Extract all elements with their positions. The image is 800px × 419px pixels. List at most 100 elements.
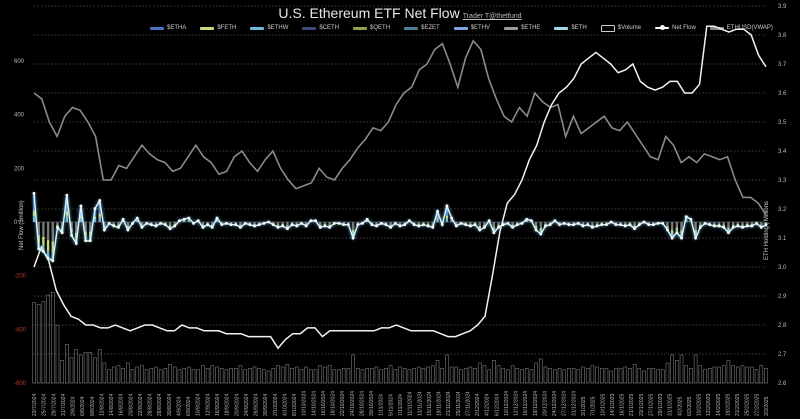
flow-bar-segment [384,222,388,224]
y2-tick-label: 3.1 [778,236,787,242]
volume-bar [187,366,191,384]
x-tick-label: 7/11/2024 [398,394,404,416]
y-tick-label: -200 [14,274,27,280]
net-flow-point [515,223,519,227]
volume-bar [726,360,731,384]
net-flow-point [628,223,632,227]
volume-bar [74,349,79,384]
net-flow-point [163,223,167,227]
credit-link[interactable]: Trader T@thetfund [462,13,522,20]
legend-item-qeth[interactable]: $QETH [353,25,390,31]
flow-bar-segment [746,222,749,225]
x-tick-label: 16/1/2025 [620,394,626,416]
net-flow-point [445,204,449,208]
volume-bar [609,370,613,384]
volume-bar [144,369,149,384]
net-flow-point [759,225,763,229]
flow-bar [436,211,439,222]
legend-item-ezet[interactable]: $EZET [404,25,440,31]
net-flow-point [253,224,256,228]
x-tick-label: 20/9/2024 [234,394,240,416]
volume-bar [32,302,36,384]
volume-bar [665,362,670,384]
eth-holding-line [33,25,767,350]
flow-bar-segment [544,224,547,226]
legend-item-feth[interactable]: $FETH [200,25,236,31]
flow-bar-segment [624,222,627,225]
legend-item-ethe[interactable]: $ETHE [504,25,540,31]
volume-bar [449,366,454,384]
volume-bar [332,369,337,384]
net-flow-point [314,219,317,223]
flow-bar-segment [42,236,45,246]
x-tick-label: 14/2/2025 [716,394,722,416]
net-flow-point [666,228,669,232]
legend-item-eth[interactable]: $ETH [554,25,587,31]
volume-bar [618,368,623,384]
flow-bar-segment [84,222,87,232]
flow-bar-segment [600,222,603,224]
legend-item-etha[interactable]: $ETHA [150,25,186,31]
net-flow-point [285,227,289,231]
net-flow-point [534,228,538,232]
legend-item-volume[interactable]: $Volume [600,24,641,32]
flow-bar-segment [173,222,176,225]
net-flow-point [497,225,500,229]
flow-bar-segment [722,222,725,225]
net-flow-point [595,224,599,228]
volume-bar [135,366,140,384]
net-flow-point [576,221,580,225]
volume-bar [670,354,674,384]
legend-item-ethv[interactable]: $ETHV [453,25,490,31]
net-flow-point [680,236,683,240]
net-flow-point [398,224,402,228]
legend-item-netflow[interactable]: Net Flow [655,25,696,31]
x-tick-label: 23/1/2025 [639,394,645,416]
flow-bar-segment [136,220,139,222]
net-flow-point [661,221,665,225]
x-tick-label: 4/10/2024 [282,394,288,416]
flow-bar-segment [32,193,36,211]
flow-bar-segment [32,210,36,217]
net-flow-point [79,204,83,208]
net-flow-point [257,223,261,227]
net-flow-point [637,223,641,227]
net-flow-point [389,225,393,229]
volume-bar [276,365,280,384]
net-flow-point [712,224,716,228]
y2-tick-label: 3.6 [778,91,787,97]
legend-item-ethw[interactable]: $ETHW [250,25,288,31]
flow-bar-segment [168,222,172,226]
flow-bar-segment [323,222,327,225]
x-tick-label: 4/12/2024 [485,394,491,416]
legend-item-ceth[interactable]: $CETH [302,25,339,31]
volume-bar [219,368,224,384]
net-flow-point [440,223,444,227]
volume-bar [426,366,430,384]
net-flow-point [586,223,590,227]
x-tick-label: 31/12/2024 [571,391,577,416]
flow-bar-segment [694,222,697,231]
net-flow-point [300,221,303,225]
x-tick-label: 25/11/2024 [456,391,462,416]
flow-bar-segment [37,222,40,236]
volume-bar [224,369,229,384]
net-flow-point [51,259,55,263]
net-flow-point [220,223,224,227]
volume-bar [172,366,177,384]
net-flow-point [529,219,533,223]
volume-bar [309,369,313,384]
volume-bar [689,368,693,384]
volume-bar [65,344,69,384]
y2-tick-label: 3.0 [778,265,787,271]
net-flow-point [337,221,341,225]
x-tick-label: 24/10/2024 [350,391,356,416]
volume-bar [294,366,299,384]
legend-label: $ETHA [167,25,187,31]
net-flow-point [708,223,712,227]
flow-bar-segment [389,222,392,225]
volume-bar [337,369,341,384]
net-flow-point [60,231,64,235]
flow-bar-segment [150,222,153,224]
flow-bar-segment [713,224,716,226]
